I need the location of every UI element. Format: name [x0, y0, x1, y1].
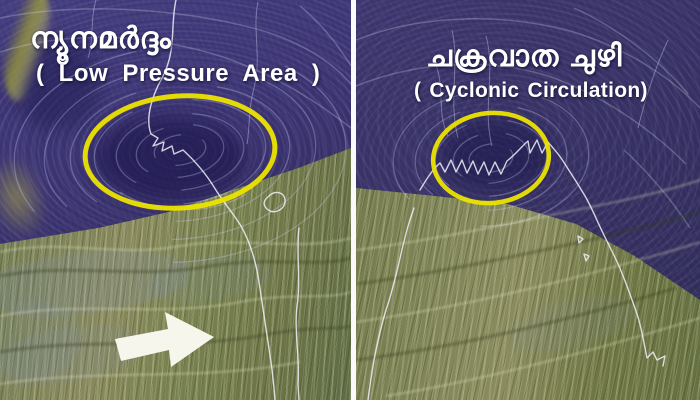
panel-title-malayalam: ന്യൂനമർദ്ദം: [30, 22, 172, 55]
streamlines-land: [0, 237, 351, 385]
panel-divider: [351, 0, 356, 400]
panel-low-pressure: ന്യൂനമർദ്ദം ( Low Pressure Area ): [0, 0, 351, 400]
streamlines-land: [356, 179, 700, 397]
low-center-shade: [441, 120, 551, 190]
streamlines-swirl: [392, 89, 590, 227]
map-overlay-left: [0, 0, 351, 400]
streamlines-sea: [356, 7, 700, 229]
coastline-india-west: [87, 0, 300, 400]
low-center-shade: [95, 115, 245, 200]
panel-title-malayalam: ചക്രവാത ചുഴി: [426, 40, 623, 73]
streamlines-swirl: [13, 44, 347, 264]
panel-subtitle-english: ( Low Pressure Area ): [36, 60, 321, 87]
arrow-right-icon: [115, 312, 214, 367]
map-overlay-right: [356, 7, 700, 400]
panel-subtitle-english: ( Cyclonic Circulation): [414, 79, 648, 102]
highlight-circle: [430, 110, 552, 206]
highlight-ellipse: [82, 93, 278, 211]
panel-cyclonic-circulation: ചക്രവാത ചുഴി ( Cyclonic Circulation): [356, 0, 700, 400]
